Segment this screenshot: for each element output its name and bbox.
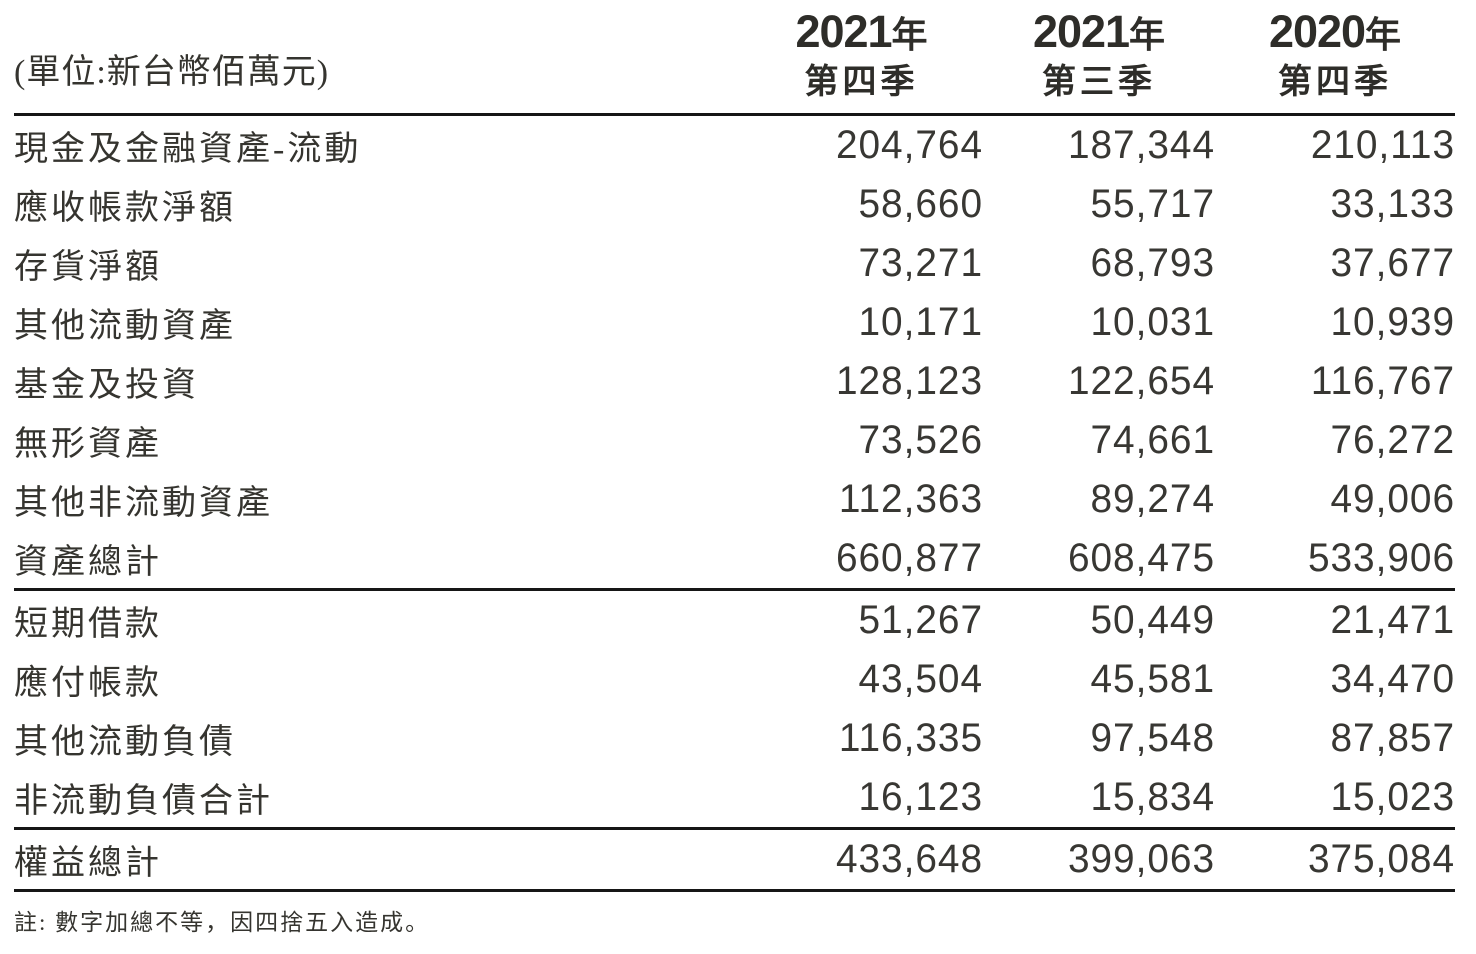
year-suffix: 年: [891, 15, 928, 55]
row-label: 應收帳款淨額: [14, 190, 236, 227]
value-2021q3: 68,793: [1090, 241, 1215, 285]
row-intangible-assets: 無形資產 73,526 74,661 76,272: [14, 411, 1455, 470]
row-inventory-net: 存貨淨額 73,271 68,793 37,677: [14, 234, 1455, 293]
row-label: 其他流動資產: [14, 308, 236, 345]
section-equity: 權益總計 433,648 399,063 375,084: [14, 830, 1455, 889]
table-bottom-rule: [14, 889, 1455, 892]
row-label: 基金及投資: [14, 367, 199, 404]
row-label: 現金及金融資產-流動: [14, 131, 362, 168]
value-2021q3: 97,548: [1090, 716, 1215, 760]
value-2021q4: 43,504: [858, 657, 983, 701]
row-funds-investments: 基金及投資 128,123 122,654 116,767: [14, 352, 1455, 411]
value-2020q4: 10,939: [1330, 300, 1455, 344]
value-2021q4: 73,526: [858, 418, 983, 462]
value-2021q4: 660,877: [835, 536, 983, 580]
row-label: 非流動負債合計: [14, 783, 273, 820]
row-label: 應付帳款: [14, 665, 162, 702]
value-2021q4: 204,764: [835, 123, 983, 167]
value-2020q4: 375,084: [1307, 837, 1455, 881]
value-2020q4: 33,133: [1330, 182, 1455, 226]
section-liabilities: 短期借款 51,267 50,449 21,471 應付帳款 43,504 45…: [14, 591, 1455, 827]
value-2021q4: 128,123: [835, 359, 983, 403]
value-2021q3: 10,031: [1090, 300, 1215, 344]
section-divider-liabilities-equity: [14, 827, 1455, 830]
column-quarter: 第四季: [804, 64, 919, 101]
row-label: 權益總計: [14, 845, 162, 882]
value-2020q4: 21,471: [1330, 598, 1455, 642]
year-number: 2021: [1032, 6, 1130, 57]
value-2020q4: 533,906: [1307, 536, 1455, 580]
header-divider: [14, 113, 1455, 116]
value-2021q3: 45,581: [1090, 657, 1215, 701]
value-2021q3: 15,834: [1090, 775, 1215, 819]
row-label: 存貨淨額: [14, 249, 162, 286]
value-2020q4: 116,767: [1310, 359, 1455, 403]
column-quarter: 第四季: [1278, 64, 1392, 101]
value-2021q3: 89,274: [1090, 477, 1215, 521]
section-divider-assets-liabilities: [14, 588, 1455, 591]
row-total-equity: 權益總計 433,648 399,063 375,084: [14, 830, 1455, 889]
row-total-assets: 資產總計 660,877 608,475 533,906: [14, 529, 1455, 588]
row-accounts-payable: 應付帳款 43,504 45,581 34,470: [14, 650, 1455, 709]
value-2021q3: 74,661: [1090, 418, 1215, 462]
value-2021q4: 10,171: [858, 300, 983, 344]
row-accounts-receivable-net: 應收帳款淨額 58,660 55,717 33,133: [14, 175, 1455, 234]
value-2020q4: 210,113: [1310, 123, 1455, 167]
value-2021q4: 16,123: [858, 775, 983, 819]
year-suffix: 年: [1365, 15, 1402, 55]
year-number: 2021: [795, 6, 892, 57]
row-total-noncurrent-liabilities: 非流動負債合計 16,123 15,834 15,023: [14, 768, 1455, 827]
section-assets: 現金及金融資產-流動 204,764 187,344 210,113 應收帳款淨…: [14, 116, 1455, 588]
row-label: 無形資產: [14, 426, 162, 463]
year-suffix: 年: [1129, 15, 1166, 55]
rounding-footnote: 註: 數字加總不等，因四捨五入造成。: [14, 910, 431, 935]
column-header-2020-q4: 2020年 第四季: [1215, 6, 1455, 113]
value-2021q3: 122,654: [1067, 359, 1215, 403]
row-short-term-loans: 短期借款 51,267 50,449 21,471: [14, 591, 1455, 650]
value-2020q4: 76,272: [1330, 418, 1455, 462]
unit-label: (單位:新台幣佰萬元): [14, 54, 330, 91]
column-year: 2020年: [1215, 6, 1455, 61]
value-2021q4: 51,267: [858, 598, 983, 642]
table-header: (單位:新台幣佰萬元) 2021年 第四季 2021年 第三季 2020年 第四…: [14, 0, 1455, 113]
year-number: 2020: [1268, 6, 1366, 57]
row-label: 短期借款: [14, 606, 162, 643]
column-header-2021-q3: 2021年 第三季: [983, 6, 1215, 113]
row-label: 資產總計: [14, 544, 162, 581]
value-2021q4: 433,648: [835, 837, 983, 881]
row-other-noncurrent-assets: 其他非流動資產 112,363 89,274 49,006: [14, 470, 1455, 529]
value-2020q4: 87,857: [1330, 716, 1455, 760]
value-2020q4: 15,023: [1330, 775, 1455, 819]
row-label: 其他非流動資產: [14, 485, 273, 522]
value-2021q3: 608,475: [1067, 536, 1215, 580]
value-2021q4: 116,335: [838, 716, 983, 760]
column-header-2021-q4: 2021年 第四季: [740, 6, 983, 113]
value-2021q3: 399,063: [1067, 837, 1215, 881]
value-2021q4: 58,660: [858, 182, 983, 226]
column-year: 2021年: [740, 6, 983, 61]
value-2021q3: 50,449: [1090, 598, 1215, 642]
value-2020q4: 34,470: [1330, 657, 1455, 701]
row-other-current-assets: 其他流動資產 10,171 10,031 10,939: [14, 293, 1455, 352]
value-2020q4: 37,677: [1330, 241, 1455, 285]
column-quarter: 第三季: [1042, 64, 1156, 101]
value-2021q4: 73,271: [858, 241, 983, 285]
value-2021q3: 187,344: [1067, 123, 1215, 167]
row-label: 其他流動負債: [14, 724, 236, 761]
row-cash-financial-assets-current: 現金及金融資產-流動 204,764 187,344 210,113: [14, 116, 1455, 175]
row-other-current-liabilities: 其他流動負債 116,335 97,548 87,857: [14, 709, 1455, 768]
value-2020q4: 49,006: [1330, 477, 1455, 521]
value-2021q4: 112,363: [838, 477, 983, 521]
column-year: 2021年: [983, 6, 1215, 61]
value-2021q3: 55,717: [1090, 182, 1215, 226]
